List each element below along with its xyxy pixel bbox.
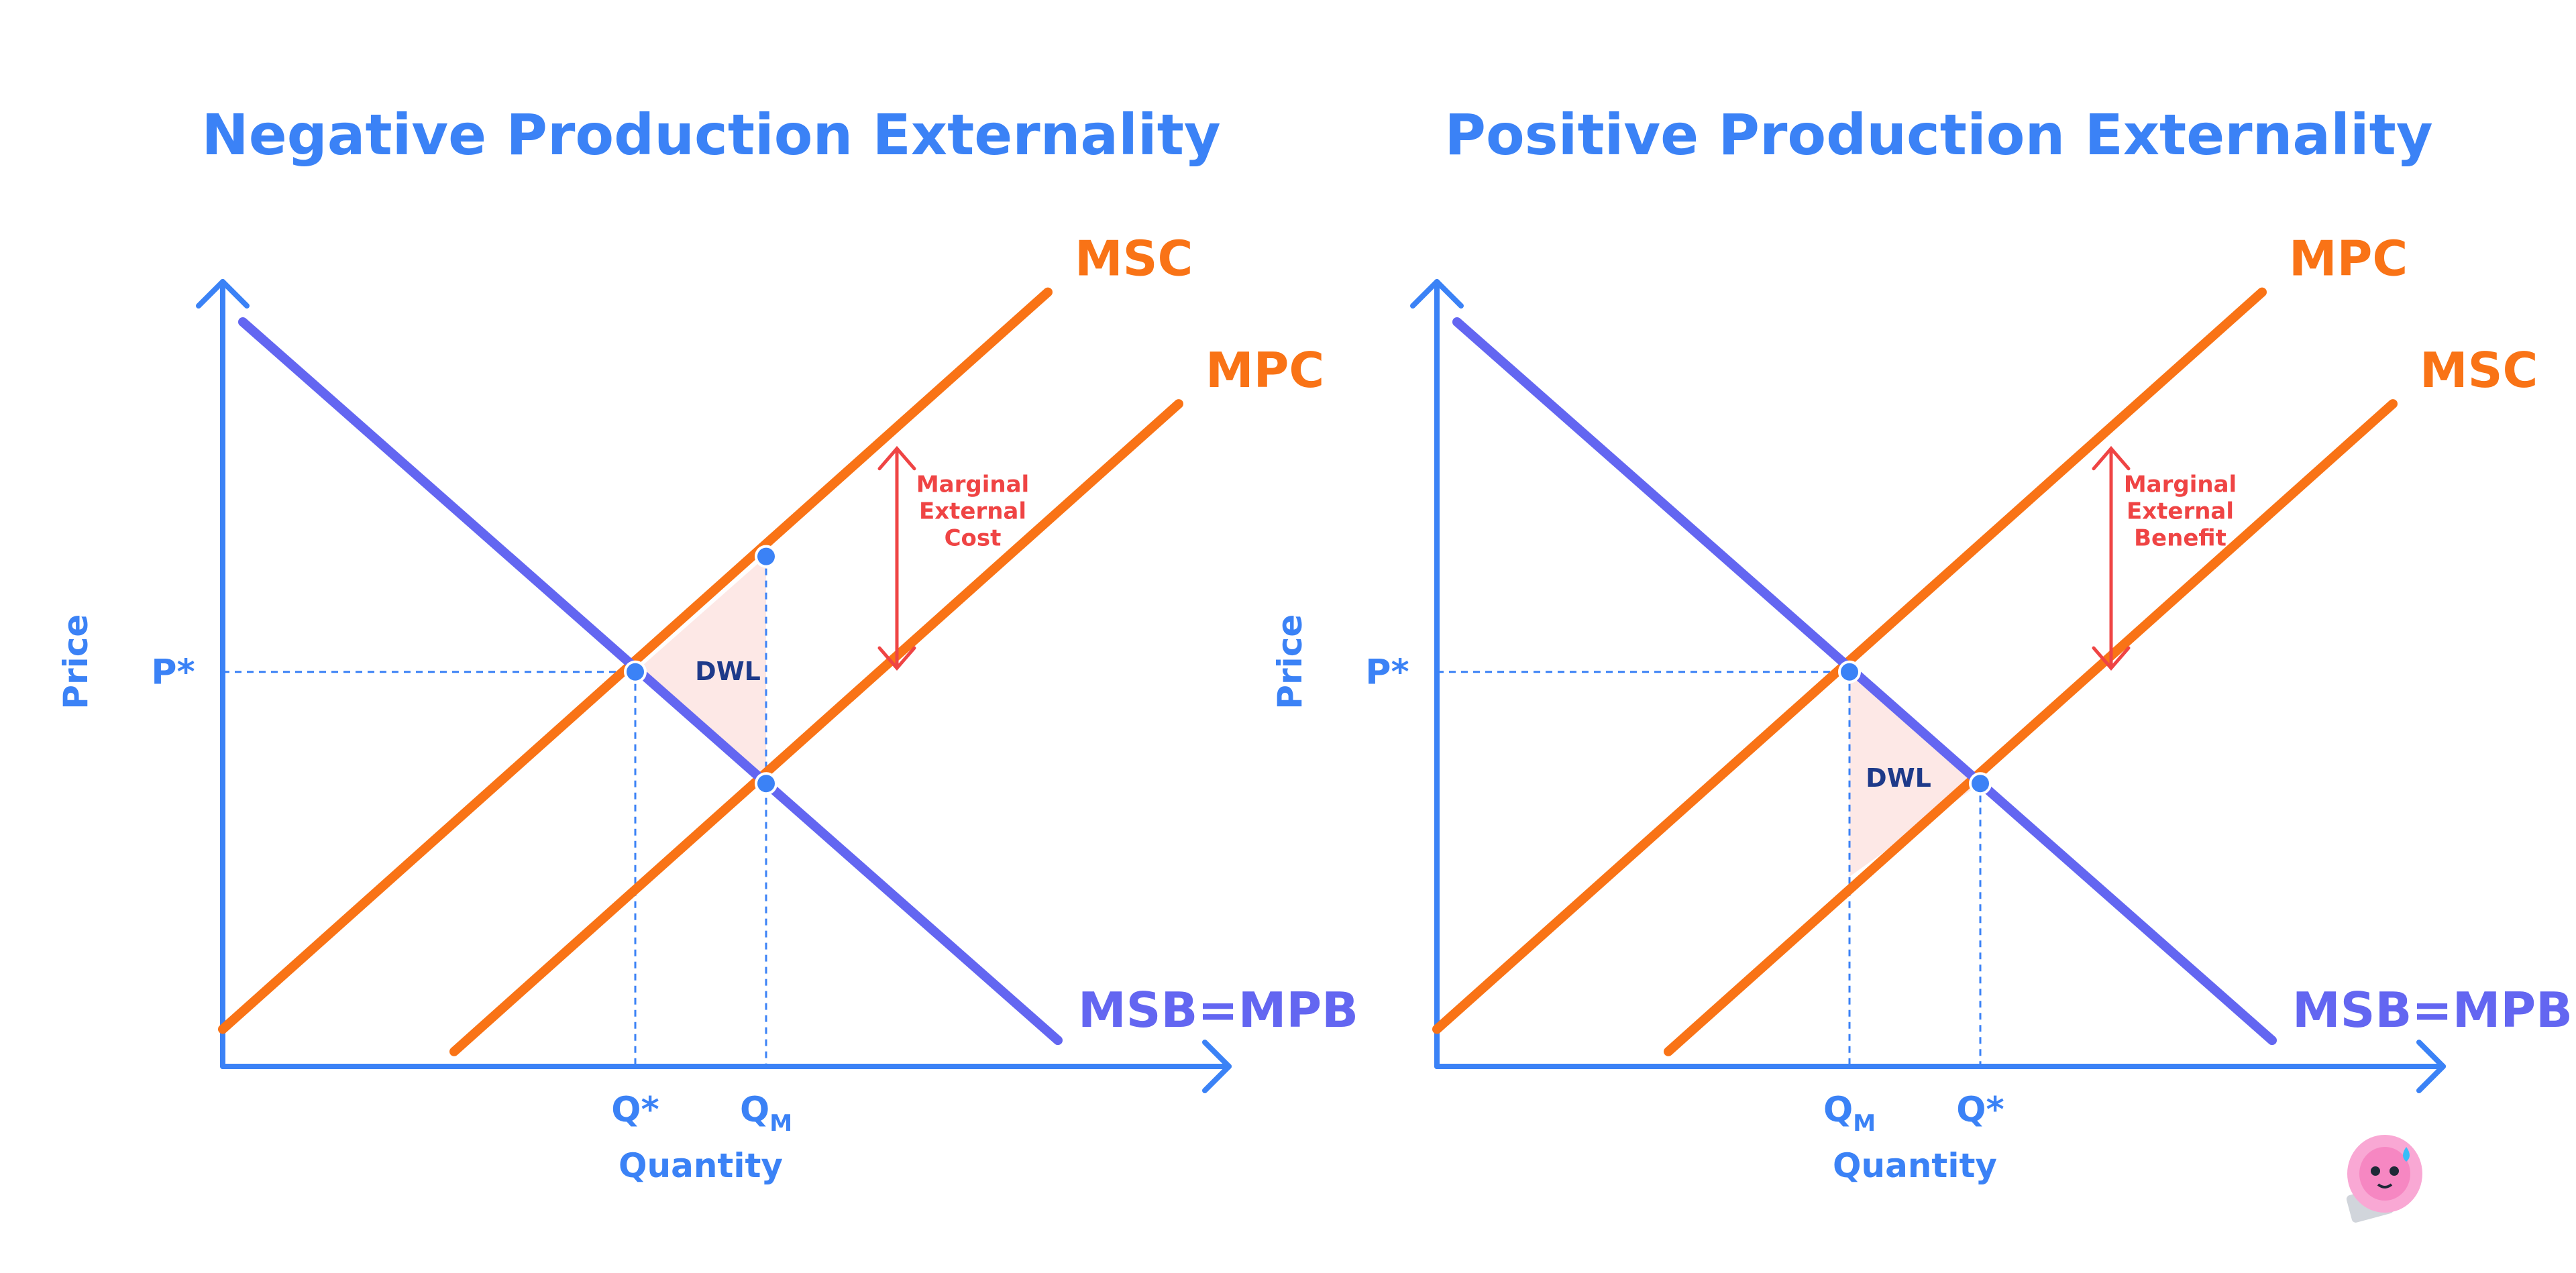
x-axis-arrowhead	[2416, 1040, 2446, 1093]
mascot-inner	[2359, 1147, 2410, 1201]
chart-title: Positive Production Externality	[1444, 102, 2432, 168]
series-line-msb-mpb	[238, 317, 1063, 1046]
x-axis-label: Quantity	[619, 1146, 783, 1185]
external-effect-label: Marginal External Benefit	[2124, 472, 2237, 552]
series-label: MPC	[1205, 342, 1324, 398]
series-label: MSB=MPB	[1078, 982, 1358, 1038]
external-effect-label-line: Marginal	[916, 472, 1029, 498]
series-label: MSC	[2420, 342, 2538, 398]
chart-panel-1: Negative Production Externality DWL P* Q* QM…	[56, 102, 1358, 1185]
external-effect-arrowhead-bottom	[877, 646, 916, 671]
q-tick-subscript: M	[1853, 1110, 1876, 1137]
chart-panel-2: Positive Production Externality DWL P* QM Q*…	[1271, 102, 2573, 1185]
q-tick-label: QM	[740, 1090, 792, 1137]
q-tick-subscript: M	[769, 1110, 792, 1137]
point-msc-at-qm	[755, 545, 777, 568]
x-axis-arrowhead	[1202, 1040, 1232, 1093]
chart-title: Negative Production Externality	[201, 102, 1220, 168]
dwl-area	[1849, 671, 1980, 877]
p-star-label: P*	[1365, 653, 1409, 693]
series-label: MPC	[2289, 231, 2408, 287]
mascot-mouth	[2377, 1183, 2393, 1188]
pink-blob-mascot-icon	[2346, 1135, 2422, 1223]
series-label: MSC	[1075, 231, 1193, 287]
mascot-sweat-drop	[2403, 1147, 2410, 1162]
series-label: MSB=MPB	[2292, 982, 2573, 1038]
dwl-area	[635, 556, 766, 784]
mascot-eye-left	[2371, 1166, 2380, 1176]
external-effect-label-line: Marginal	[2124, 472, 2237, 498]
y-axis-label: Price	[1271, 614, 1309, 710]
point-market	[1838, 660, 1861, 683]
y-axis-arrowhead	[196, 279, 250, 309]
point-efficient	[1969, 772, 1992, 795]
q-tick-label: QM	[1823, 1090, 1876, 1137]
external-effect-arrowhead-top	[2092, 445, 2131, 471]
point-market	[755, 772, 777, 795]
p-star-label: P*	[151, 653, 195, 693]
dwl-label: DWL	[1866, 763, 1931, 793]
dwl-label: DWL	[695, 657, 761, 686]
point-efficient	[624, 660, 647, 683]
series-line-msc	[1664, 399, 2398, 1056]
mascot-eye-right	[2390, 1166, 2399, 1176]
q-tick-label: Q*	[1956, 1090, 2004, 1130]
y-axis-arrowhead	[1410, 279, 1464, 309]
external-effect-label-line: External	[919, 498, 1026, 525]
q-tick-label: Q*	[611, 1090, 659, 1130]
x-axis-label: Quantity	[1833, 1146, 1997, 1185]
external-effect-arrowhead-bottom	[2092, 646, 2131, 671]
external-effect-label-line: Cost	[945, 525, 1002, 552]
external-effect-label: Marginal External Cost	[916, 472, 1029, 552]
series-line-mpc	[449, 399, 1183, 1056]
external-effect-label-line: Benefit	[2134, 525, 2226, 552]
external-effect-arrowhead-top	[877, 445, 916, 471]
y-axis-label: Price	[56, 614, 95, 710]
external-effect-label-line: External	[2127, 498, 2234, 525]
series-line-msb-mpb	[1452, 317, 2277, 1046]
